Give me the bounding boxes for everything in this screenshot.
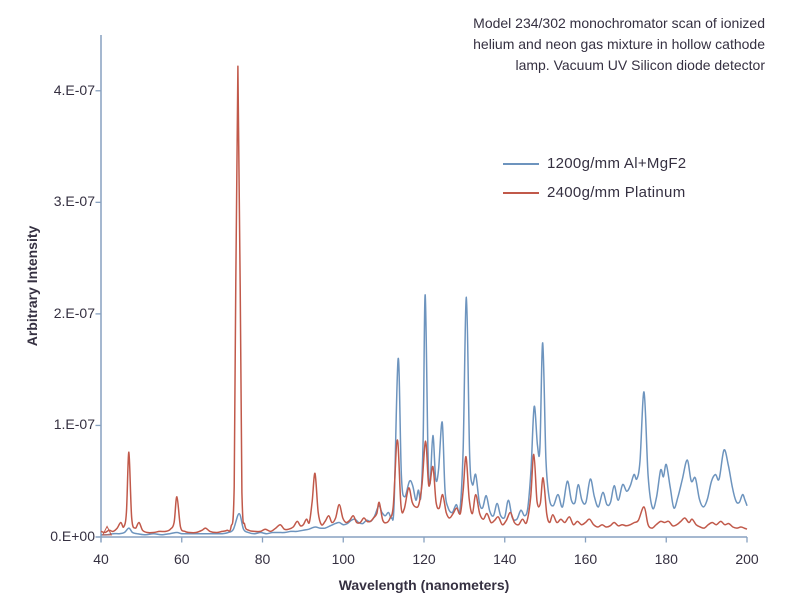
- chart-title: Model 234/302 monochromator scan of ioni…: [345, 13, 765, 76]
- chart-title-line-3: lamp. Vacuum UV Silicon diode detector: [515, 57, 765, 73]
- x-tick-label-160: 160: [573, 551, 598, 567]
- y-tick-label-4.E-07: 4.E-07: [53, 81, 95, 98]
- legend-item-series2: 2400g/mm Platinum: [503, 178, 686, 207]
- series2-line-swatch-icon: [503, 191, 539, 194]
- legend-label-series1: 1200g/mm Al+MgF2: [547, 155, 687, 172]
- legend: 1200g/mm Al+MgF2 2400g/mm Platinum: [503, 149, 686, 207]
- x-tick-label-140: 140: [493, 551, 517, 567]
- x-tick-label-80: 80: [254, 551, 271, 567]
- x-tick-label-180: 180: [654, 551, 678, 567]
- series-line-1: [100, 294, 748, 536]
- x-tick-label-60: 60: [173, 551, 190, 567]
- x-tick-label-120: 120: [412, 551, 436, 567]
- chart-title-line-1: Model 234/302 monochromator scan of ioni…: [473, 15, 765, 31]
- x-axis-title: Wavelength (nanometers): [338, 577, 510, 593]
- y-tick-label-2.E-07: 2.E-07: [53, 304, 95, 321]
- y-axis-title: Arbitrary Intensity: [24, 225, 40, 347]
- chart-title-line-2: helium and neon gas mixture in hollow ca…: [473, 36, 765, 52]
- legend-label-series2: 2400g/mm Platinum: [547, 184, 686, 201]
- series-line-2: [100, 65, 748, 534]
- series-point-triangle-marker: [101, 525, 113, 536]
- series1-line-swatch-icon: [503, 162, 539, 165]
- y-tick-label-0.E+00: 0.E+00: [50, 528, 95, 544]
- legend-item-series1: 1200g/mm Al+MgF2: [503, 149, 686, 178]
- x-tick-label-100: 100: [331, 551, 355, 567]
- x-tick-label-40: 40: [93, 551, 109, 567]
- y-tick-label-1.E-07: 1.E-07: [53, 416, 95, 433]
- x-tick-label-200: 200: [735, 551, 759, 567]
- y-tick-label-3.E-07: 3.E-07: [53, 193, 95, 210]
